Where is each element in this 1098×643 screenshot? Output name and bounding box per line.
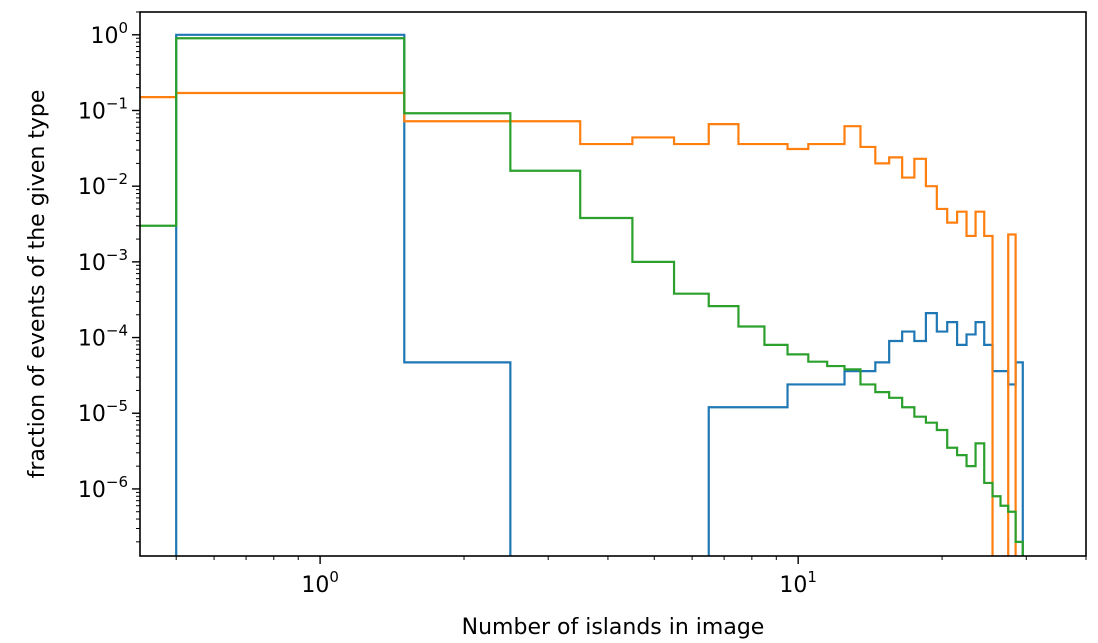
y-tick-label: 10−2 (78, 170, 128, 200)
series-line-1 (175, 33, 1024, 556)
y-tick-label: 10−5 (78, 397, 128, 427)
plot-frame (139, 11, 1087, 557)
x-tick-label: 100 (301, 568, 339, 598)
y-tick-label: 10−4 (78, 322, 128, 352)
axes-layer: 100 101 100 10−1 10−2 10−3 10−4 10−5 10−6 (78, 11, 1087, 598)
y-tick-label: 10−1 (78, 94, 128, 124)
y-axis-label: fraction of events of the given type (25, 90, 50, 479)
x-tick-label: 101 (779, 568, 817, 598)
series-layer (140, 33, 1024, 556)
x-axis-label: Number of islands in image (462, 615, 765, 640)
y-tick-label: 10−3 (78, 246, 128, 276)
y-tick-label: 100 (90, 19, 128, 49)
series-line-3 (140, 37, 1024, 556)
y-tick-label: 10−6 (78, 473, 128, 503)
series-line-2 (140, 91, 1017, 556)
